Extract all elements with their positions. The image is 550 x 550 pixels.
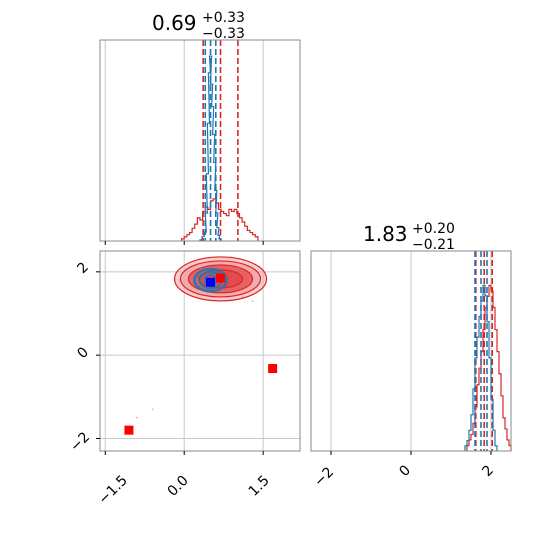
xtick-right-2: 2 [479, 462, 497, 480]
ytick-left-0: 0 [74, 344, 92, 362]
p3-hist-red [466, 284, 512, 451]
panel1-title-value: 0.69 [152, 11, 197, 35]
p2-sample-11 [251, 300, 254, 302]
p1-frame [99, 39, 301, 242]
p1-hist-red [180, 198, 259, 241]
xtick-left-0.0: 0.0 [165, 473, 192, 500]
ytick-left-2: 2 [74, 259, 92, 277]
p2-marker-0 [124, 425, 134, 435]
panel-bottom-right [310, 250, 512, 455]
p2-marker-3 [206, 277, 216, 287]
panel3-title-minus: −0.21 [412, 237, 455, 253]
panel1-title-plus: +0.33 [202, 10, 245, 26]
xtick-left-1.5: 1.5 [246, 473, 273, 500]
p2-blue-contour-0 [193, 267, 229, 293]
p2-marker-2 [216, 273, 226, 283]
xtick-left-neg1.5: −1.5 [95, 472, 130, 507]
ytick-left-neg2: −2 [67, 429, 93, 455]
panel1-title: 0.69 [152, 11, 197, 35]
p2-marker-1 [268, 364, 278, 373]
panel3-title-value: 1.83 [363, 222, 408, 246]
panel-bottom-left [96, 250, 301, 455]
xtick-right-0: 0 [396, 462, 414, 480]
panel1-title-minus: −0.33 [202, 26, 245, 42]
panel-top-left [99, 39, 301, 245]
p2-sample-7 [135, 416, 138, 419]
panel3-title: 1.83 [363, 222, 408, 246]
panel3-title-plus: +0.20 [412, 221, 455, 237]
p2-sample-8 [151, 408, 154, 411]
p2-frame [99, 250, 301, 452]
xtick-right-neg2: −2 [311, 464, 337, 490]
